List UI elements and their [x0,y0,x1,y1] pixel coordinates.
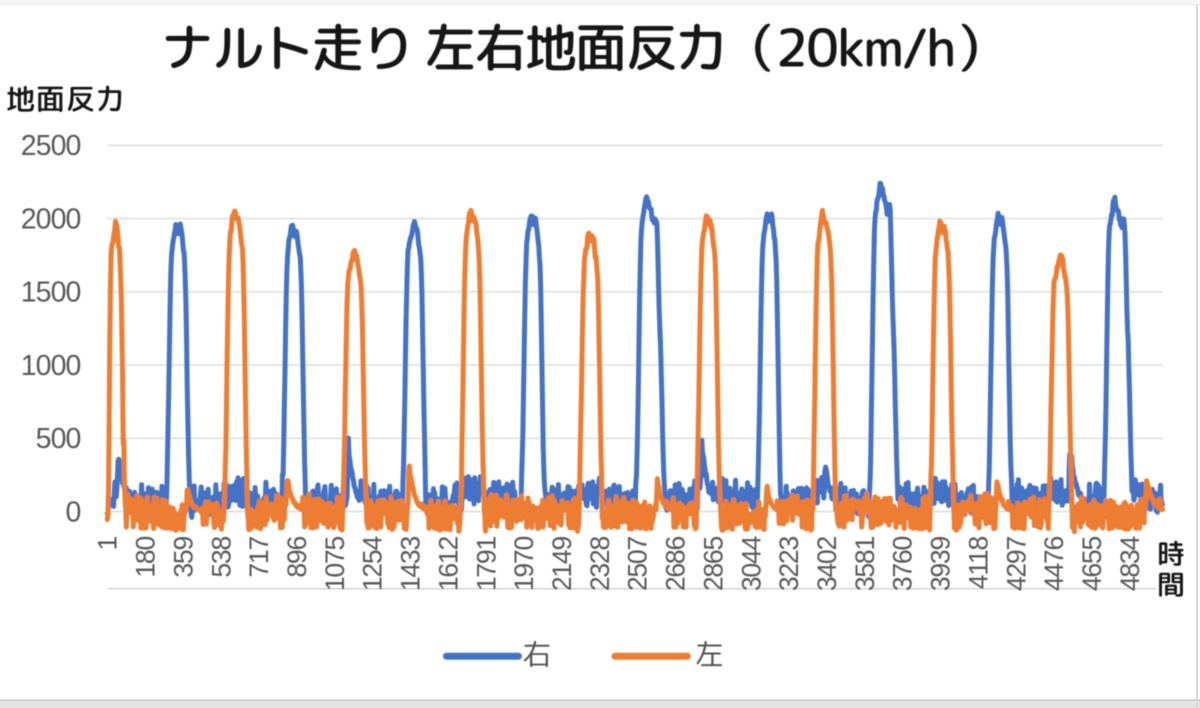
y-axis-title [7,85,122,112]
x-tick-label-1: 1 [93,537,123,551]
bottom-bar [0,701,1200,708]
x-tick-label-359: 359 [168,537,198,578]
legend [443,640,723,668]
x-tick-label-3044: 3044 [736,537,766,592]
series-line-右 [104,180,1165,525]
y-tick-label-1500: 1500 [21,277,81,309]
legend-label-left [696,640,723,667]
x-tick-label-1433: 1433 [396,537,426,592]
x-tick-label-1970: 1970 [509,537,539,592]
x-tick-label-3939: 3939 [926,537,956,592]
x-tick-label-3223: 3223 [774,537,804,592]
chart-title [165,23,977,72]
y-tick-label-2000: 2000 [21,203,81,235]
x-tick-label-4118: 4118 [963,537,993,590]
legend-item-left [611,640,723,667]
x-tick-label-1075: 1075 [320,537,350,592]
series-line-左 [104,207,1165,535]
x-tick-label-4476: 4476 [1039,537,1069,592]
series-lines [104,180,1165,535]
chart-title-text [165,23,977,72]
top-band [0,0,1200,5]
x-tick-label-180: 180 [131,537,161,578]
x-tick-label-3402: 3402 [812,537,842,592]
x-axis-tick-labels: 1 180 359 538 717 896 1075 1254 1433 1612 1791 1970… [93,537,1145,592]
x-tick-label-2328: 2328 [585,537,615,592]
x-tick-label-1791: 1791 [471,537,501,592]
x-tick-label-4297: 4297 [1001,537,1031,592]
legend-label-right [523,640,550,668]
x-axis-title-char-1 [1159,540,1184,566]
chart-content: 0 500 1000 1500 2000 2500 1 180 359 538 717 896 107… [7,23,1184,668]
y-tick-label-2500: 2500 [21,130,81,162]
x-tick-label-2686: 2686 [661,537,691,592]
x-tick-label-4655: 4655 [1077,537,1107,592]
x-tick-label-896: 896 [282,537,312,578]
y-tick-label-0: 0 [66,496,81,528]
y-tick-label-1000: 1000 [21,350,81,382]
x-tick-label-2507: 2507 [623,537,653,592]
x-tick-label-4834: 4834 [1115,537,1145,592]
x-axis-title [1159,540,1184,597]
x-tick-label-3760: 3760 [888,537,918,592]
x-tick-label-1612: 1612 [433,537,463,592]
y-axis-tick-labels: 0 500 1000 1500 2000 2500 [21,130,82,528]
legend-item-right [443,640,550,668]
x-tick-label-3581: 3581 [850,537,880,592]
x-tick-label-1254: 1254 [358,537,388,592]
y-axis-title-text [7,85,122,112]
x-tick-label-2865: 2865 [698,537,728,592]
x-tick-label-717: 717 [244,537,274,578]
y-tick-label-500: 500 [36,423,81,455]
x-tick-label-538: 538 [206,537,236,578]
x-axis-title-char-2 [1159,572,1183,597]
x-tick-label-2149: 2149 [547,537,577,592]
